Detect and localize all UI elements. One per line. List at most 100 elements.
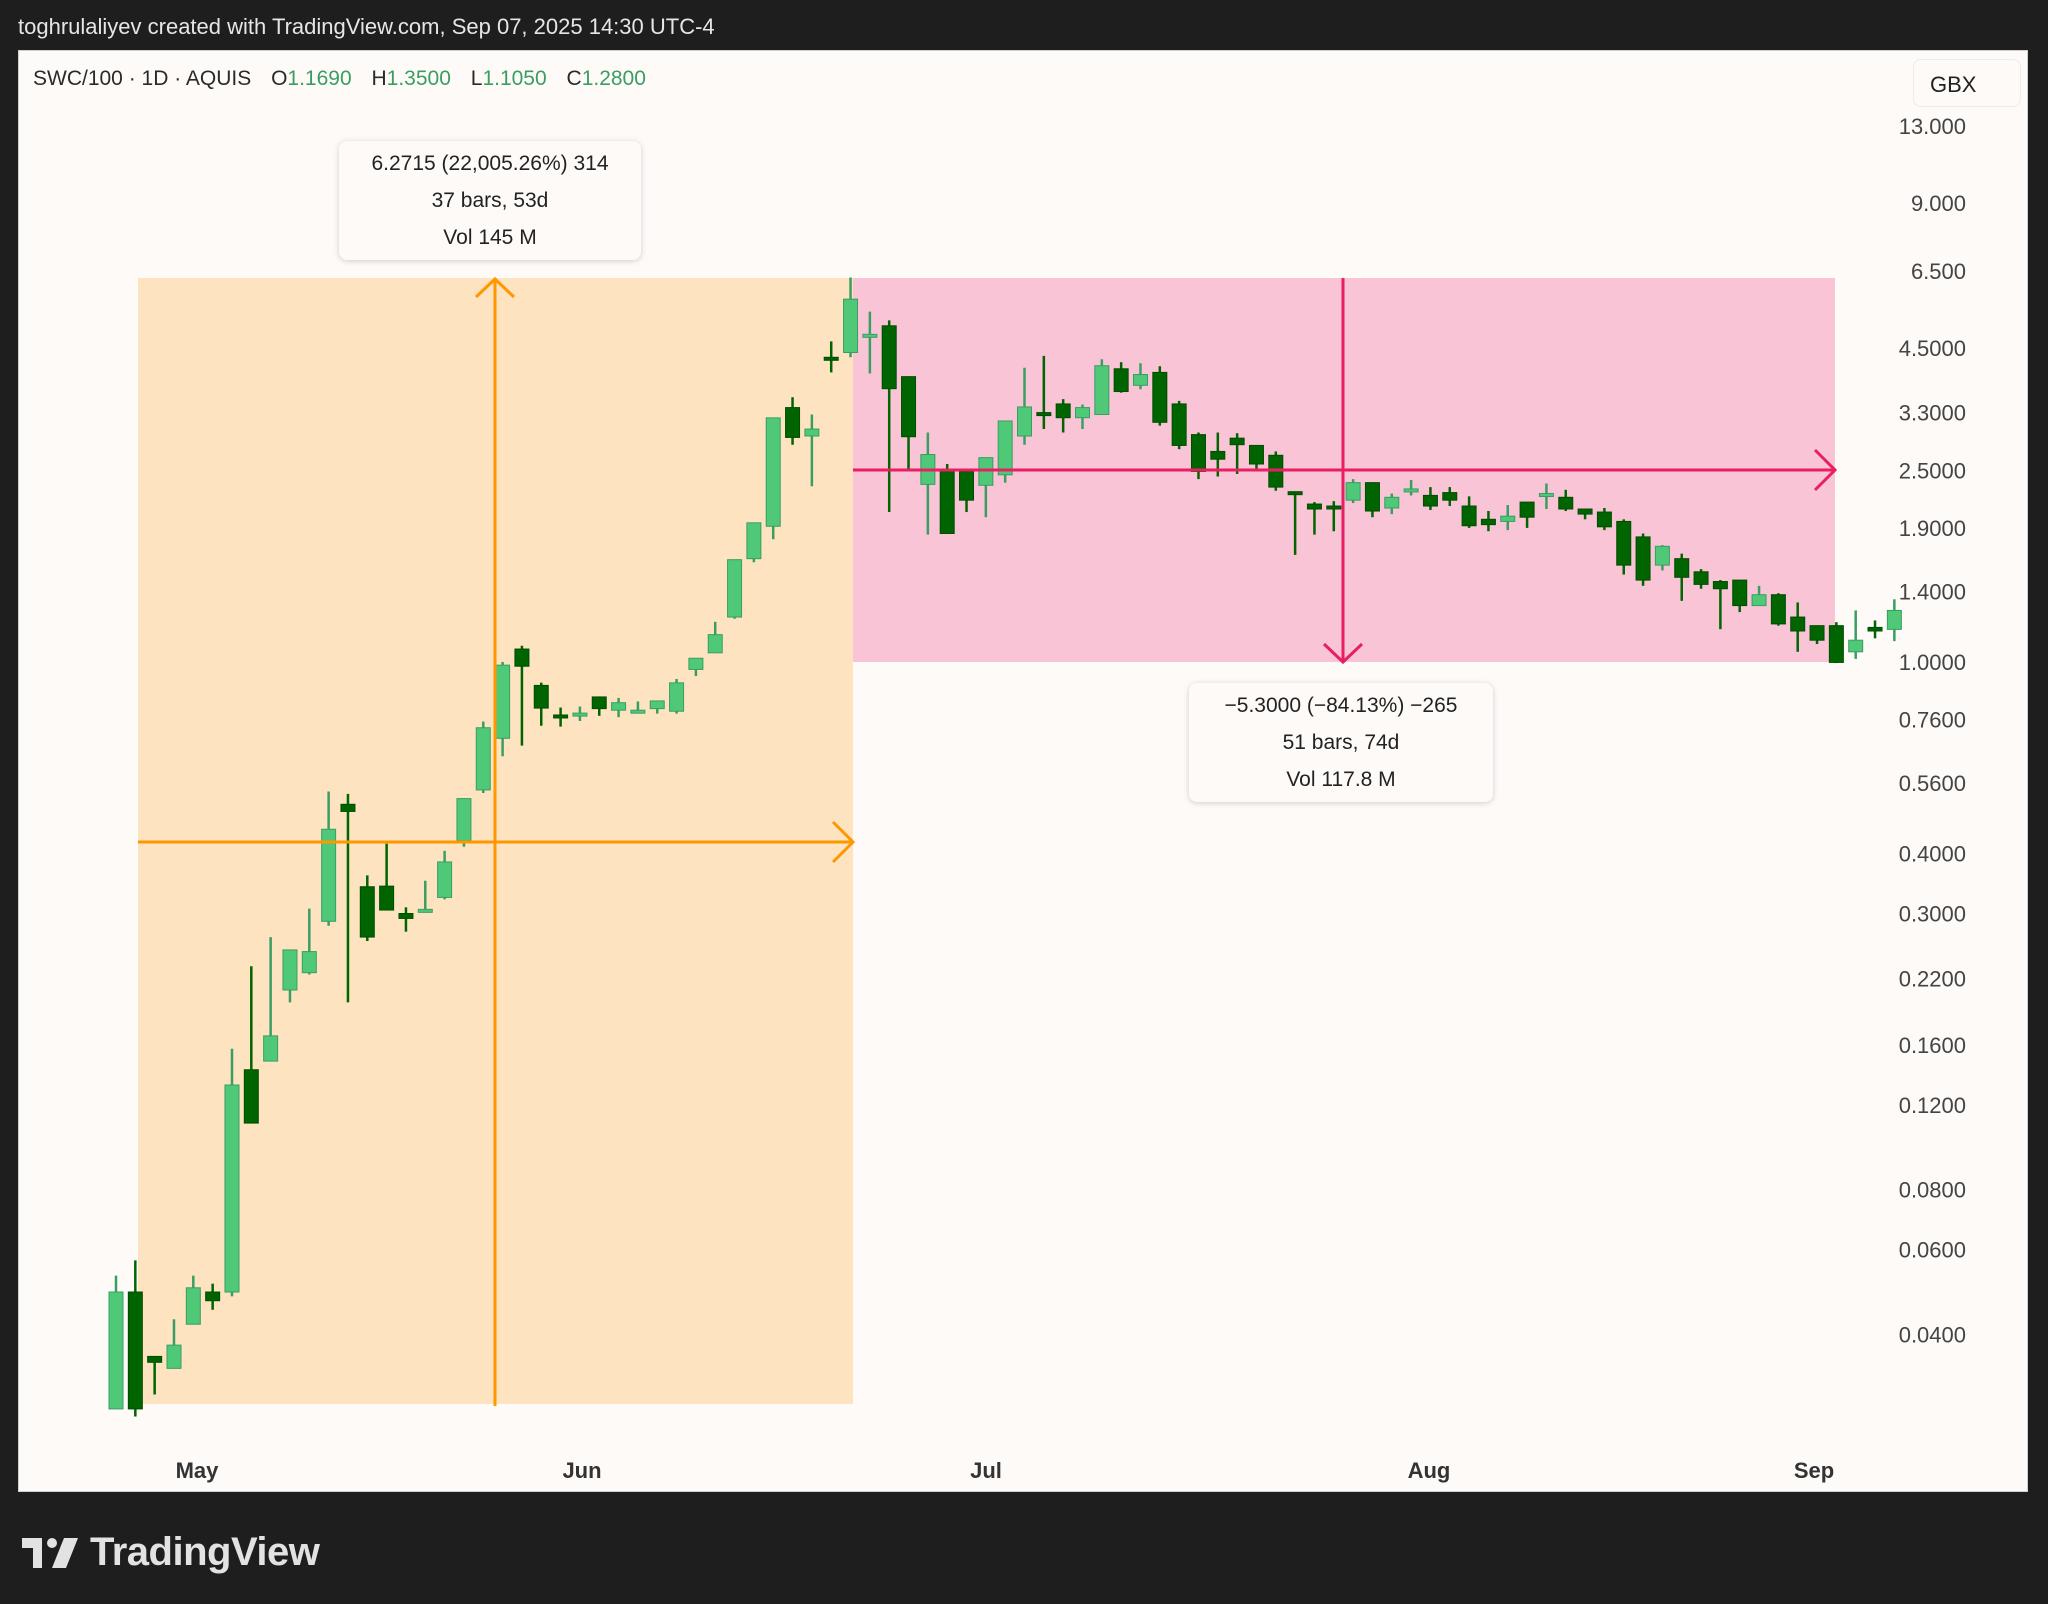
- candle-body[interactable]: [185, 1287, 201, 1325]
- candle-body[interactable]: [282, 949, 298, 991]
- candle-body[interactable]: [1055, 403, 1071, 419]
- candle-body[interactable]: [765, 417, 781, 527]
- candle-body[interactable]: [1017, 406, 1033, 437]
- candle-body[interactable]: [1036, 412, 1052, 417]
- candle-body[interactable]: [901, 376, 917, 438]
- candle-body[interactable]: [1538, 493, 1554, 498]
- candle-body[interactable]: [108, 1291, 124, 1410]
- candle-body[interactable]: [862, 333, 878, 338]
- candle-body[interactable]: [1577, 508, 1593, 515]
- candle-body[interactable]: [1480, 518, 1496, 526]
- candle-body[interactable]: [1790, 616, 1806, 632]
- candle-body[interactable]: [1306, 503, 1322, 510]
- candle-body[interactable]: [379, 885, 395, 911]
- candle-body[interactable]: [1171, 403, 1187, 446]
- candle-body[interactable]: [147, 1355, 163, 1363]
- candle-body[interactable]: [727, 559, 743, 618]
- candle-body[interactable]: [553, 714, 569, 719]
- candlestick-chart[interactable]: 13.000 9.000 6.500 4.5000 3.3000 2.5000 1.9000…: [19, 51, 2027, 1491]
- candle-body[interactable]: [1848, 639, 1864, 653]
- candle-body[interactable]: [959, 470, 975, 501]
- candle-body[interactable]: [1886, 609, 1902, 630]
- candle-body[interactable]: [1693, 571, 1709, 585]
- measure-up-bars: 37 bars, 53d: [431, 189, 549, 212]
- candle-body[interactable]: [1094, 365, 1110, 416]
- candle-body[interactable]: [881, 325, 897, 390]
- candle-body[interactable]: [1210, 450, 1226, 460]
- y-axis-label: 0.7600: [1899, 707, 1966, 732]
- candle-body[interactable]: [1442, 492, 1458, 501]
- candle-body[interactable]: [301, 951, 317, 974]
- candle-body[interactable]: [1384, 496, 1400, 509]
- candle-body[interactable]: [707, 634, 723, 654]
- candle-body[interactable]: [359, 886, 375, 938]
- candle-body[interactable]: [591, 696, 607, 710]
- candle-body[interactable]: [321, 828, 337, 922]
- x-axis-label: May: [176, 1458, 220, 1483]
- candle-body[interactable]: [1326, 505, 1342, 510]
- candle-body[interactable]: [1732, 579, 1748, 607]
- candle-body[interactable]: [1287, 491, 1303, 496]
- candle-body[interactable]: [340, 803, 356, 812]
- candle-body[interactable]: [1190, 434, 1206, 472]
- candle-body[interactable]: [843, 298, 859, 353]
- candle-body[interactable]: [166, 1344, 182, 1369]
- candle-body[interactable]: [1674, 558, 1690, 578]
- candle-body[interactable]: [1654, 545, 1670, 566]
- tradingview-logo[interactable]: TradingView: [22, 1530, 320, 1575]
- candle-body[interactable]: [572, 712, 588, 717]
- candle-body[interactable]: [263, 1035, 279, 1062]
- candle-body[interactable]: [1828, 625, 1844, 663]
- candle-body[interactable]: [997, 420, 1013, 476]
- symbol-info[interactable]: SWC/100 · 1D · AQUIS: [33, 67, 252, 90]
- candle-body[interactable]: [785, 407, 801, 438]
- candle-body[interactable]: [398, 913, 414, 919]
- candle-body[interactable]: [1132, 374, 1148, 386]
- candle-body[interactable]: [688, 657, 704, 670]
- candle-body[interactable]: [1229, 437, 1245, 446]
- candle-body[interactable]: [1616, 520, 1632, 566]
- candle-body[interactable]: [1364, 482, 1380, 512]
- candle-body[interactable]: [1809, 625, 1825, 641]
- candle-body[interactable]: [475, 727, 491, 791]
- candle-body[interactable]: [1345, 482, 1361, 501]
- candle-body[interactable]: [1248, 444, 1264, 465]
- candle-body[interactable]: [495, 664, 511, 739]
- candle-body[interactable]: [611, 702, 627, 711]
- candle-body[interactable]: [804, 428, 820, 437]
- candle-body[interactable]: [1500, 515, 1516, 522]
- y-axis-label: 0.3000: [1899, 902, 1966, 927]
- candle-body[interactable]: [437, 861, 453, 898]
- candle-body[interactable]: [1113, 368, 1129, 393]
- candle-body[interactable]: [1422, 494, 1438, 507]
- candle-body[interactable]: [1558, 496, 1574, 510]
- currency-button[interactable]: GBX: [1913, 59, 2021, 107]
- candle-body[interactable]: [514, 648, 530, 667]
- candle-body[interactable]: [533, 684, 549, 709]
- candle-body[interactable]: [1867, 626, 1883, 632]
- candle-body[interactable]: [1635, 536, 1651, 581]
- candle-body[interactable]: [243, 1069, 259, 1124]
- candle-body[interactable]: [649, 700, 665, 710]
- candle-body[interactable]: [1461, 505, 1477, 527]
- candle-body[interactable]: [1075, 407, 1090, 419]
- candle-body[interactable]: [823, 356, 839, 361]
- candle-body[interactable]: [669, 682, 685, 712]
- candle-body[interactable]: [1519, 501, 1535, 518]
- candle-body[interactable]: [456, 798, 472, 842]
- candle-body[interactable]: [417, 908, 433, 913]
- candle-body[interactable]: [127, 1291, 143, 1410]
- candle-body[interactable]: [1596, 511, 1612, 528]
- candle-body[interactable]: [1403, 488, 1419, 493]
- candle-body[interactable]: [1712, 581, 1728, 590]
- candle-body[interactable]: [939, 469, 955, 534]
- y-axis-label: 0.1200: [1899, 1093, 1966, 1118]
- candle-body[interactable]: [746, 522, 762, 560]
- candle-body[interactable]: [205, 1291, 221, 1302]
- candle-body[interactable]: [1770, 594, 1786, 625]
- candle-body[interactable]: [630, 709, 646, 714]
- candle-body[interactable]: [1152, 371, 1168, 423]
- chart-pane[interactable]: 13.000 9.000 6.500 4.5000 3.3000 2.5000 1.9000…: [18, 50, 2028, 1492]
- candle-body[interactable]: [224, 1084, 240, 1293]
- candle-body[interactable]: [1751, 594, 1767, 607]
